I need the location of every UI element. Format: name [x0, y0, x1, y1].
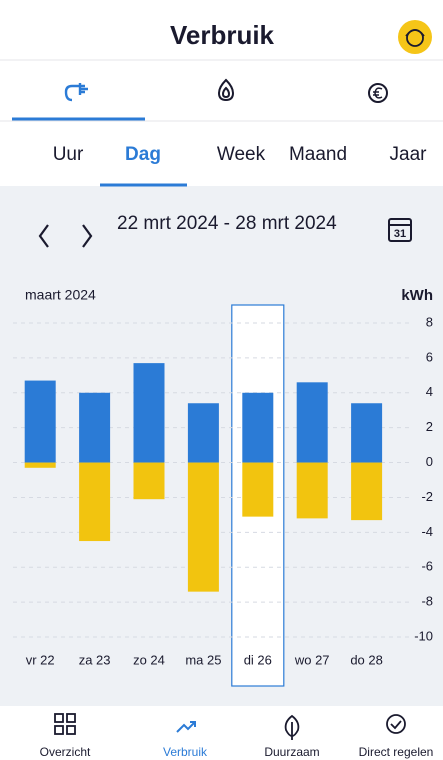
nav-icon	[54, 713, 76, 735]
chart-subtitle: maart 2024	[25, 287, 96, 303]
y-tick-label: 4	[426, 384, 433, 399]
y-tick-label: 2	[426, 419, 433, 434]
bar	[296, 382, 328, 463]
date-range-text: 22 mrt 2024 - 28 mrt 2024	[117, 213, 337, 234]
page-title: Verbruik	[170, 20, 275, 50]
bar	[351, 462, 383, 521]
avatar[interactable]	[398, 20, 432, 54]
bar	[24, 462, 56, 468]
calendar-day: 31	[394, 228, 406, 240]
x-tick-label: wo 27	[294, 652, 330, 667]
bar	[187, 403, 219, 463]
y-tick-label: -8	[421, 594, 433, 609]
bar	[24, 380, 56, 463]
nav-icon	[386, 714, 406, 734]
bar	[187, 462, 219, 592]
y-axis-label: kWh	[401, 287, 433, 304]
calendar-button[interactable]: 31	[388, 218, 412, 242]
cost-tab[interactable]	[368, 83, 388, 103]
x-tick-label: vr 22	[26, 652, 55, 667]
date-range: 22 mrt 2024 - 28 mrt 2024	[117, 213, 337, 234]
bar	[133, 462, 165, 500]
x-tick-label: di 26	[244, 652, 272, 667]
bottom-nav	[0, 706, 443, 760]
period-tab[interactable]: Jaar	[390, 144, 428, 165]
bar	[242, 462, 274, 517]
x-tick-label: za 23	[79, 652, 111, 667]
y-tick-label: -6	[421, 559, 433, 574]
bar	[133, 363, 165, 463]
bar	[242, 392, 274, 463]
y-tick-label: 8	[426, 314, 433, 329]
bar	[79, 392, 111, 463]
period-tab[interactable]: Week	[217, 144, 266, 165]
y-tick-label: -4	[421, 524, 433, 539]
y-tick-label: -10	[414, 628, 433, 643]
period-tab[interactable]: Maand	[289, 144, 347, 165]
nav-item[interactable]: Duurzaam	[264, 745, 319, 759]
electricity-tab[interactable]	[64, 83, 88, 102]
y-tick-label: -2	[421, 489, 433, 504]
y-tick-label: 6	[426, 349, 433, 364]
bar	[296, 462, 328, 519]
bar	[79, 462, 111, 542]
next-button[interactable]	[82, 224, 93, 248]
nav-icon	[176, 721, 196, 733]
nav-item[interactable]: Verbruik	[163, 745, 208, 759]
bar	[351, 403, 383, 463]
x-tick-label: zo 24	[133, 652, 165, 667]
prev-button[interactable]	[38, 224, 49, 248]
period-tab[interactable]: Dag	[125, 144, 161, 165]
nav-item[interactable]: Overzicht	[40, 745, 91, 759]
gas-tab[interactable]	[217, 78, 235, 102]
y-tick-label: 0	[426, 454, 433, 469]
period-tab[interactable]: Uur	[53, 144, 84, 165]
nav-item[interactable]: Direct regelen	[359, 745, 434, 759]
x-tick-label: do 28	[350, 652, 383, 667]
nav-icon	[284, 714, 300, 740]
x-tick-label: ma 25	[185, 652, 221, 667]
